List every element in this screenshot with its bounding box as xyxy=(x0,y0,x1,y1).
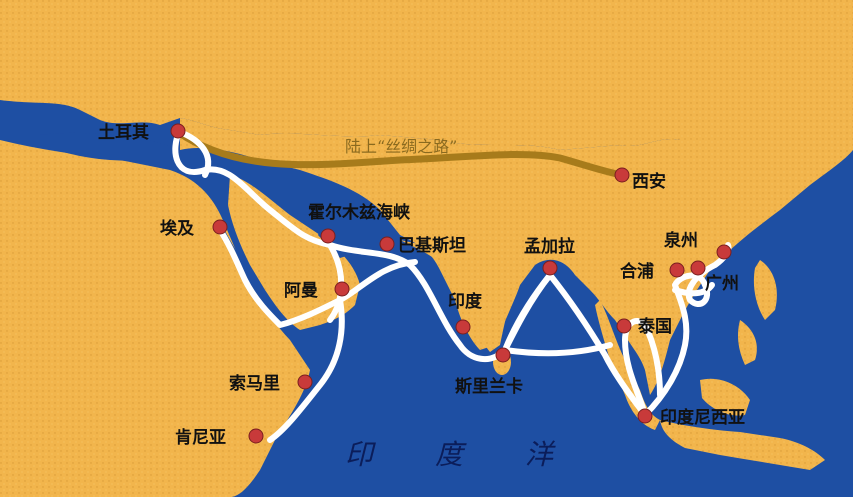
city-dot-xian xyxy=(614,167,630,183)
label-srilanka: 斯里兰卡 xyxy=(455,376,523,397)
city-dot-kenya xyxy=(248,428,264,444)
city-dot-hepu xyxy=(669,262,685,278)
city-markers xyxy=(170,123,732,444)
city-dot-india xyxy=(455,319,471,335)
city-dot-pakistan xyxy=(379,236,395,252)
label-kenya: 肯尼亚 xyxy=(175,427,226,448)
city-dot-egypt xyxy=(212,219,228,235)
label-hepu: 合浦 xyxy=(620,261,654,282)
city-dot-srilanka xyxy=(495,347,511,363)
ocean-char-1: 印 xyxy=(345,438,376,471)
label-india: 印度 xyxy=(448,291,483,312)
city-labels: 土耳其 西安 霍尔木兹海峡 埃及 巴基斯坦 孟加拉 泉州 合浦 广州 阿曼 印度… xyxy=(98,122,745,448)
label-pakistan: 巴基斯坦 xyxy=(398,235,466,256)
city-dot-indonesia xyxy=(637,408,653,424)
label-guangzhou: 广州 xyxy=(705,273,739,294)
city-dot-guangzhou xyxy=(690,260,706,276)
label-egypt: 埃及 xyxy=(160,218,195,239)
label-quanzhou: 泉州 xyxy=(663,230,698,251)
label-thailand: 泰国 xyxy=(638,316,672,337)
label-bangladesh: 孟加拉 xyxy=(524,236,575,257)
label-oman: 阿曼 xyxy=(284,281,318,301)
city-dot-thailand xyxy=(616,318,632,334)
ocean-char-3: 洋 xyxy=(525,438,556,471)
city-dot-oman xyxy=(334,281,350,297)
label-somalia: 索马里 xyxy=(229,373,280,394)
city-dot-bangladesh xyxy=(542,260,558,276)
label-turkey: 土耳其 xyxy=(98,122,149,143)
land-route-label: 陆上“丝绸之路” xyxy=(345,137,457,156)
city-dot-hormuz xyxy=(320,228,336,244)
label-xian: 西安 xyxy=(632,171,666,192)
city-dot-quanzhou xyxy=(716,244,732,260)
label-hormuz: 霍尔木兹海峡 xyxy=(308,202,411,223)
city-dot-turkey xyxy=(170,123,186,139)
city-dot-somalia xyxy=(297,374,313,390)
ocean-char-2: 度 xyxy=(435,438,467,471)
land-silk-road xyxy=(174,128,626,179)
label-indonesia: 印度尼西亚 xyxy=(660,407,745,428)
